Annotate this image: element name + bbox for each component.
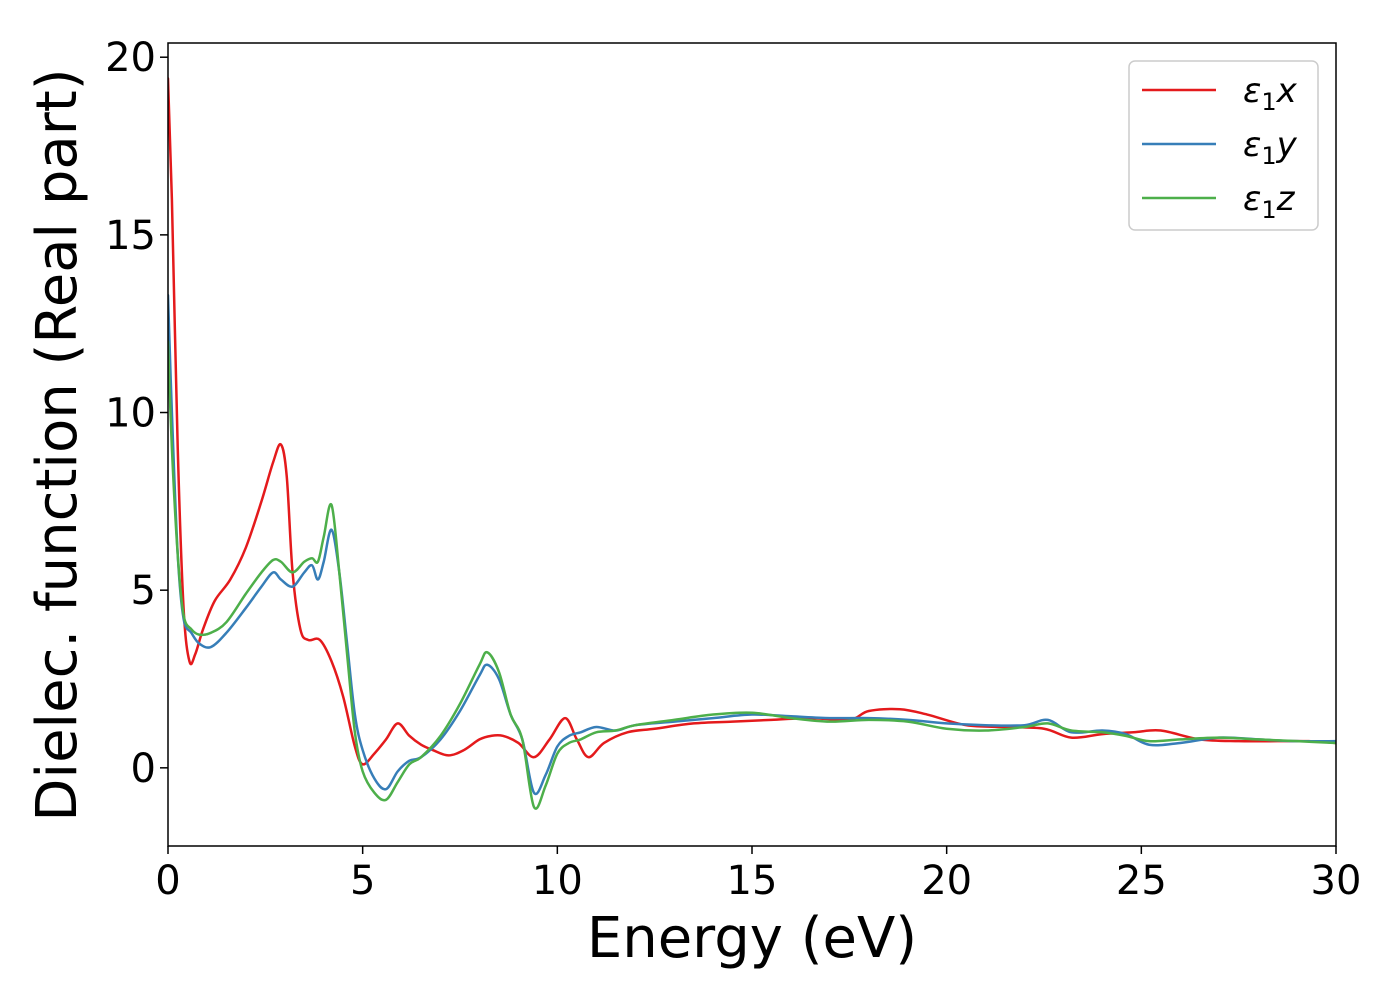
y-tick-label: 15 xyxy=(105,213,156,259)
x-tick-label: 10 xyxy=(532,858,583,904)
x-tick-label: 20 xyxy=(921,858,972,904)
series-line-y xyxy=(168,294,1336,796)
series-lines xyxy=(168,77,1336,810)
x-axis-label: Energy (eV) xyxy=(587,906,917,971)
legend-label-y: ε1y xyxy=(1243,125,1298,170)
y-tick-label: 5 xyxy=(131,568,156,614)
legend-label-x: ε1x xyxy=(1243,71,1298,116)
y-tick-label: 0 xyxy=(131,746,156,792)
y-axis-ticks: 0 5 10 15 20 xyxy=(105,35,168,792)
y-axis-label: Dielec. function (Real part) xyxy=(25,68,90,821)
x-tick-label: 25 xyxy=(1116,858,1167,904)
y-tick-label: 10 xyxy=(105,391,156,437)
x-tick-label: 30 xyxy=(1311,858,1362,904)
legend: ε1x ε1y ε1z xyxy=(1128,60,1319,231)
x-axis-ticks: 0 5 10 15 20 25 30 xyxy=(155,846,1361,904)
series-line-z xyxy=(168,340,1336,810)
x-tick-label: 5 xyxy=(350,858,375,904)
y-tick-label: 20 xyxy=(105,35,156,81)
legend-box xyxy=(1128,60,1319,231)
legend-label-z: ε1z xyxy=(1243,179,1296,224)
x-tick-label: 0 xyxy=(155,858,180,904)
series-line-x xyxy=(168,77,1336,766)
x-tick-label: 15 xyxy=(727,858,778,904)
